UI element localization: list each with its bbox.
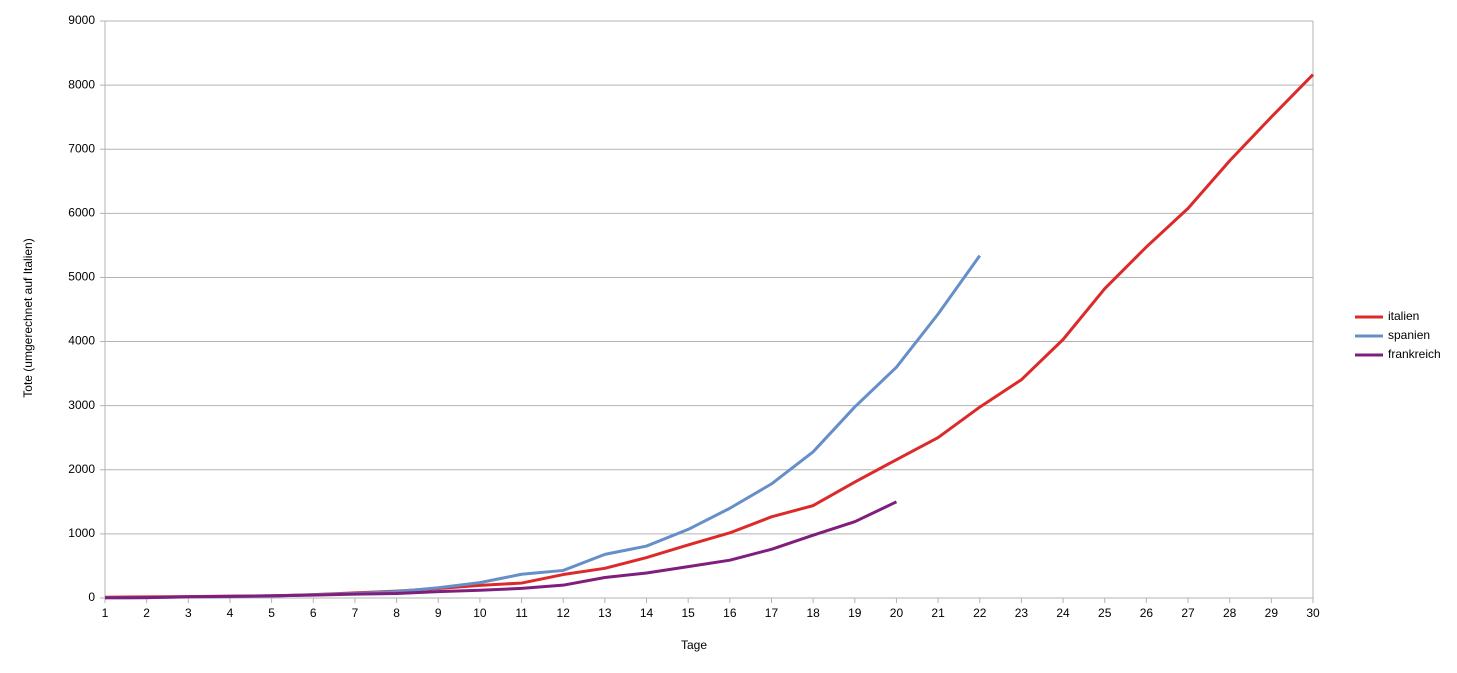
- x-tick-label: 7: [352, 606, 359, 620]
- x-tick-label: 19: [848, 606, 862, 620]
- y-tick-label: 9000: [68, 13, 95, 27]
- y-tick-label: 7000: [68, 141, 95, 155]
- x-tick-label: 23: [1015, 606, 1029, 620]
- x-tick-label: 21: [931, 606, 945, 620]
- x-tick-label: 15: [681, 606, 695, 620]
- x-tick-label: 25: [1098, 606, 1112, 620]
- x-tick-label: 4: [227, 606, 234, 620]
- x-tick-label: 6: [310, 606, 317, 620]
- x-tick-label: 13: [598, 606, 612, 620]
- line-series: [104, 254, 981, 600]
- y-axis-label: Tote (umgerechnet auf Italien): [21, 238, 35, 397]
- x-tick-label: 20: [890, 606, 904, 620]
- x-tick-label: 10: [473, 606, 487, 620]
- x-tick-label: 5: [268, 606, 275, 620]
- y-tick-label: 2000: [68, 462, 95, 476]
- y-tick-label: 0: [88, 590, 95, 604]
- y-tick-label: 3000: [68, 398, 95, 412]
- x-tick-label: 29: [1265, 606, 1279, 620]
- x-tick-label: 1: [102, 606, 109, 620]
- x-tick-label: 12: [557, 606, 571, 620]
- x-tick-label: 27: [1181, 606, 1195, 620]
- x-tick-label: 11: [515, 606, 528, 620]
- x-tick-label: 8: [393, 606, 400, 620]
- x-tick-label: 14: [640, 606, 654, 620]
- x-tick-label: 2: [143, 606, 150, 620]
- legend-label: frankreich: [1388, 347, 1441, 361]
- x-tick-label: 24: [1056, 606, 1070, 620]
- x-tick-label: 30: [1306, 606, 1320, 620]
- x-axis-label: Tage: [681, 638, 707, 652]
- x-tick-label: 3: [185, 606, 192, 620]
- x-tick-label: 18: [806, 606, 820, 620]
- legend-label: spanien: [1388, 328, 1430, 342]
- x-tick-label: 22: [973, 606, 987, 620]
- x-tick-label: 17: [765, 606, 779, 620]
- x-tick-label: 28: [1223, 606, 1237, 620]
- y-tick-label: 5000: [68, 270, 95, 284]
- y-tick-label: 4000: [68, 334, 95, 348]
- line-series: [104, 500, 898, 600]
- y-tick-label: 8000: [68, 77, 95, 91]
- y-tick-label: 1000: [68, 526, 95, 540]
- x-tick-label: 9: [435, 606, 442, 620]
- y-tick-label: 6000: [68, 206, 95, 220]
- x-tick-label: 16: [723, 606, 737, 620]
- x-tick-label: 26: [1140, 606, 1154, 620]
- legend-label: italien: [1388, 309, 1419, 323]
